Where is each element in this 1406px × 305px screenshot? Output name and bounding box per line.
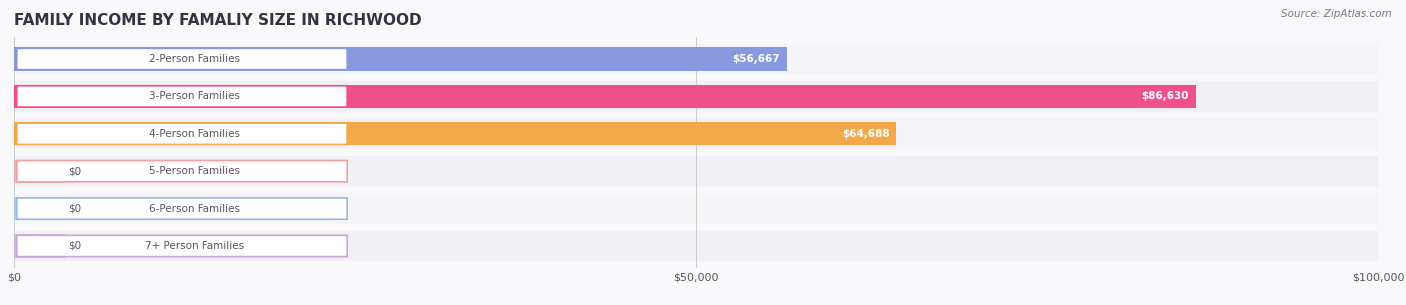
FancyBboxPatch shape [17,86,347,107]
FancyBboxPatch shape [17,160,347,182]
Bar [14,231,1378,261]
Bar [14,48,787,71]
Text: 6-Person Families: 6-Person Families [149,203,240,213]
Bar [14,234,66,257]
Bar [14,193,1378,224]
Bar [14,85,1195,108]
Bar [14,156,1378,187]
Text: 5-Person Families: 5-Person Families [149,166,240,176]
Text: Source: ZipAtlas.com: Source: ZipAtlas.com [1281,9,1392,19]
FancyBboxPatch shape [17,48,347,70]
Text: FAMILY INCOME BY FAMALIY SIZE IN RICHWOOD: FAMILY INCOME BY FAMALIY SIZE IN RICHWOO… [14,13,422,28]
Text: 7+ Person Families: 7+ Person Families [145,241,245,251]
Text: $0: $0 [69,166,82,176]
Bar [14,81,1378,112]
Bar [14,118,1378,149]
Bar [14,122,896,145]
FancyBboxPatch shape [17,198,347,219]
Bar [14,160,66,183]
Text: $56,667: $56,667 [733,54,780,64]
Text: 4-Person Families: 4-Person Families [149,129,240,139]
FancyBboxPatch shape [17,123,347,145]
Text: $0: $0 [69,203,82,213]
Text: $86,630: $86,630 [1142,92,1188,102]
Bar [14,197,66,220]
Bar [14,44,1378,74]
Text: 2-Person Families: 2-Person Families [149,54,240,64]
FancyBboxPatch shape [17,235,347,257]
Text: $0: $0 [69,241,82,251]
Text: $64,688: $64,688 [842,129,890,139]
Text: 3-Person Families: 3-Person Families [149,92,240,102]
